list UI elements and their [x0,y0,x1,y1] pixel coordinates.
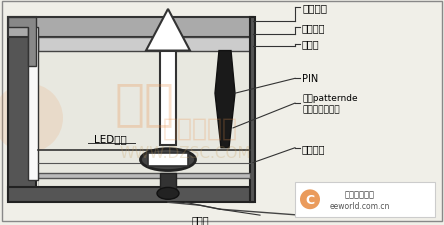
Bar [160,173,176,191]
Polygon shape [146,10,190,51]
Text: 光学膜片: 光学膜片 [302,23,325,33]
Circle shape [0,84,63,153]
Bar [38,51,250,188]
Bar [38,38,253,51]
Text: LED矩阵: LED矩阵 [94,133,127,143]
Bar [160,51,176,145]
Bar [8,188,253,202]
Circle shape [300,189,320,209]
Polygon shape [8,18,36,67]
Text: 电子市场网: 电子市场网 [163,116,238,140]
Bar [250,18,255,202]
Bar [38,173,250,179]
Ellipse shape [140,149,195,171]
Text: eeworld.com.cn: eeworld.com.cn [330,201,390,210]
Bar [8,18,253,38]
Text: 电子工程世界: 电子工程世界 [345,190,375,199]
Bar [295,183,435,217]
Text: C: C [305,193,314,206]
Bar [28,28,38,181]
Text: 反射镜组: 反射镜组 [302,143,325,153]
Text: 液晶面板: 液晶面板 [302,3,327,13]
Text: 维库: 维库 [115,80,175,128]
Text: 冷却管: 冷却管 [191,214,209,224]
Bar [8,18,36,200]
Ellipse shape [157,188,179,199]
Text: 扩散板: 扩散板 [302,39,320,50]
Text: 印刷patternde
的透明树脂基板: 印刷patternde 的透明树脂基板 [302,93,357,114]
Text: WWW.DZSC.COM: WWW.DZSC.COM [119,146,251,160]
Bar [148,153,188,166]
Text: PIN: PIN [302,74,318,84]
Polygon shape [215,51,235,148]
